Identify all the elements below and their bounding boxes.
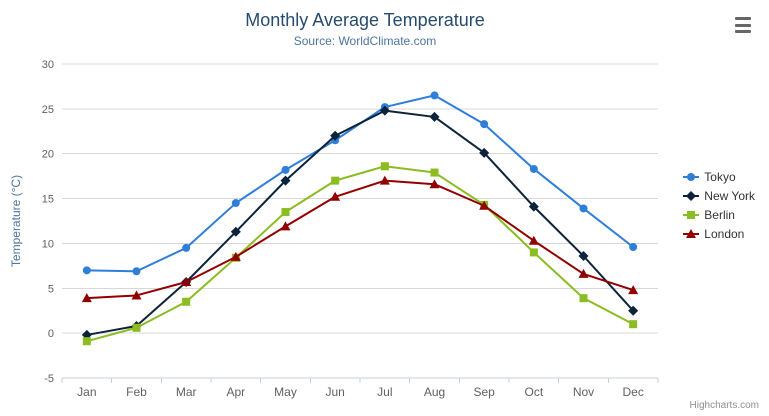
series-line-london[interactable]	[85, 179, 635, 300]
legend-marker-london-icon	[683, 228, 700, 238]
hamburger-bar	[735, 23, 751, 27]
series-point-tokyo[interactable]	[480, 120, 489, 129]
series-point-berlin[interactable]	[430, 168, 439, 177]
legend-label-new-york: New York	[704, 188, 755, 203]
y-axis-tick-label: 20	[42, 149, 54, 161]
y-axis-tick-label: 15	[42, 194, 54, 206]
series-point-new-york[interactable]	[379, 105, 390, 116]
series-point-tokyo[interactable]	[579, 204, 588, 213]
legend-label-london: London	[704, 226, 745, 241]
legend-marker-tokyo-icon	[683, 172, 700, 181]
series-point-tokyo[interactable]	[132, 267, 141, 276]
series-point-tokyo[interactable]	[182, 243, 191, 252]
y-axis-tick-label: 30	[42, 59, 54, 71]
series-point-new-york[interactable]	[429, 111, 440, 122]
y-axis-tick-label: 25	[42, 104, 54, 116]
chart-title: Monthly Average Temperature	[245, 10, 485, 30]
series-point-london[interactable]	[181, 277, 192, 287]
legend-symbol-london	[686, 228, 697, 238]
series-line-tokyo[interactable]	[85, 94, 635, 273]
series-point-new-york[interactable]	[578, 250, 589, 261]
series-point-new-york[interactable]	[330, 130, 341, 141]
y-axis-tick-label: 0	[48, 328, 54, 340]
series-point-berlin[interactable]	[629, 320, 638, 329]
x-axis-label: Mar	[176, 385, 197, 399]
x-axis-label: Feb	[126, 385, 147, 399]
hamburger-bar	[735, 17, 751, 20]
series-point-berlin[interactable]	[281, 208, 290, 217]
series-point-new-york[interactable]	[628, 305, 639, 316]
series-line-berlin[interactable]	[85, 165, 635, 343]
hamburger-bar	[735, 30, 751, 33]
x-axis-label: Jun	[325, 385, 344, 399]
legend-label-berlin: Berlin	[704, 207, 735, 222]
x-axis-label: May	[274, 385, 297, 399]
series-point-london[interactable]	[131, 290, 142, 300]
x-axis-label: Nov	[573, 385, 594, 399]
series-point-tokyo[interactable]	[231, 199, 240, 208]
series-point-berlin[interactable]	[529, 248, 538, 257]
series-point-berlin[interactable]	[182, 297, 191, 306]
y-axis-tick-label: -5	[44, 373, 54, 385]
legend-item-new-york[interactable]: New York	[683, 186, 755, 205]
series-point-new-york[interactable]	[280, 175, 291, 186]
chart-subtitle: Source: WorldClimate.com	[293, 34, 437, 48]
x-axis-label: Jan	[77, 385, 96, 399]
series-point-berlin[interactable]	[380, 162, 389, 171]
series-point-london[interactable]	[578, 268, 589, 278]
legend-item-london[interactable]: London	[683, 224, 755, 243]
legend-symbol-berlin	[687, 210, 696, 219]
legend-symbol-new-york	[686, 190, 697, 201]
series-point-berlin[interactable]	[82, 337, 91, 346]
y-axis-title: Temperature (°C)	[9, 175, 23, 267]
legend-label-tokyo: Tokyo	[704, 169, 736, 184]
series-point-london[interactable]	[330, 191, 341, 201]
hamburger-menu-icon[interactable]	[731, 15, 755, 35]
series-point-berlin[interactable]	[331, 176, 340, 185]
x-axis-label: Apr	[226, 385, 245, 399]
series-point-new-york[interactable]	[528, 201, 539, 212]
series-point-london[interactable]	[429, 179, 440, 189]
x-axis-label: Aug	[424, 385, 445, 399]
series-point-new-york[interactable]	[230, 226, 241, 237]
series-point-berlin[interactable]	[579, 294, 588, 303]
series-point-tokyo[interactable]	[82, 266, 91, 275]
legend-marker-berlin-icon	[683, 210, 700, 219]
series-line-new-york[interactable]	[85, 109, 635, 336]
series-point-tokyo[interactable]	[629, 243, 638, 252]
series-point-tokyo[interactable]	[430, 91, 439, 100]
series-point-new-york[interactable]	[479, 147, 490, 158]
x-axis-label: Sep	[473, 385, 495, 399]
series-point-tokyo[interactable]	[529, 164, 538, 173]
series-point-london[interactable]	[628, 285, 639, 295]
y-axis-tick-label: 5	[48, 283, 54, 295]
credits-link[interactable]: Highcharts.com	[689, 400, 759, 411]
legend: Tokyo New York Berlin London	[683, 167, 755, 243]
legend-item-berlin[interactable]: Berlin	[683, 205, 755, 224]
series-point-london[interactable]	[479, 200, 490, 210]
x-axis-label: Dec	[622, 385, 643, 399]
y-axis-tick-label: 10	[42, 238, 54, 250]
series-point-london[interactable]	[280, 221, 291, 231]
series-point-london[interactable]	[379, 175, 390, 185]
x-axis-label: Oct	[524, 385, 543, 399]
series-point-london[interactable]	[81, 293, 92, 303]
legend-symbol-tokyo	[687, 172, 696, 181]
series-point-berlin[interactable]	[132, 323, 141, 332]
x-axis-label: Jul	[377, 385, 392, 399]
series-point-london[interactable]	[230, 251, 241, 261]
legend-item-tokyo[interactable]: Tokyo	[683, 167, 755, 186]
legend-marker-new-york-icon	[683, 190, 700, 201]
series-point-tokyo[interactable]	[281, 165, 290, 174]
series-point-london[interactable]	[528, 235, 539, 245]
